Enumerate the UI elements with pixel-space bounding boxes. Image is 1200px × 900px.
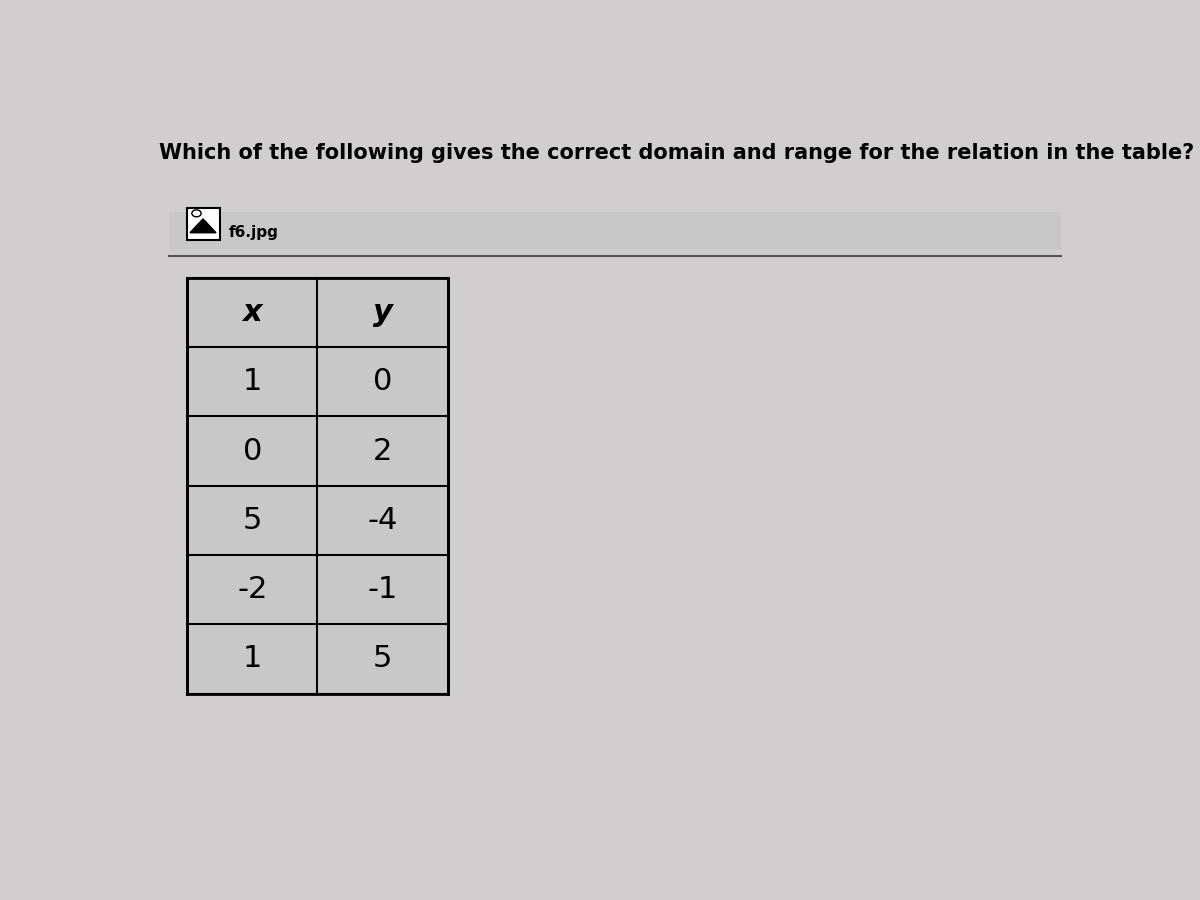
Text: y: y — [372, 298, 392, 327]
FancyBboxPatch shape — [168, 212, 1062, 250]
Polygon shape — [190, 219, 216, 233]
Text: 5: 5 — [373, 644, 392, 673]
Text: Which of the following gives the correct domain and range for the relation in th: Which of the following gives the correct… — [160, 142, 1194, 163]
Text: -4: -4 — [367, 506, 397, 535]
Text: x: x — [242, 298, 262, 327]
Text: 1: 1 — [242, 644, 262, 673]
Text: 1: 1 — [242, 367, 262, 396]
Text: 5: 5 — [242, 506, 262, 535]
FancyBboxPatch shape — [187, 209, 220, 239]
Text: 0: 0 — [373, 367, 392, 396]
Text: 2: 2 — [373, 436, 392, 465]
Text: f6.jpg: f6.jpg — [229, 225, 278, 240]
Text: -2: -2 — [238, 575, 268, 604]
FancyBboxPatch shape — [187, 278, 448, 694]
Text: -1: -1 — [367, 575, 397, 604]
Text: 0: 0 — [242, 436, 262, 465]
